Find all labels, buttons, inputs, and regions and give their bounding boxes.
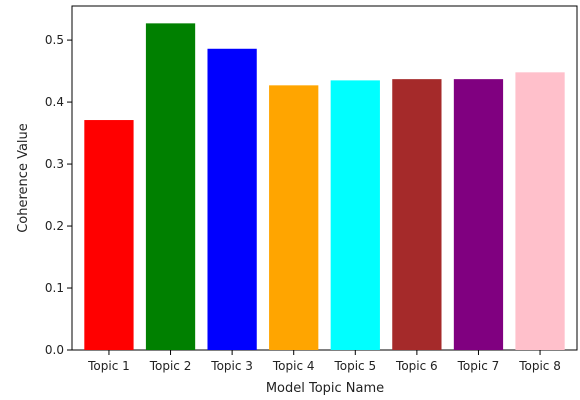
x-tick-label: Topic 1: [87, 359, 130, 373]
y-tick-label: 0.1: [45, 281, 64, 295]
bar-topic-6: [392, 79, 442, 351]
x-tick-label: Topic 6: [395, 359, 438, 373]
bar-topic-4: [269, 85, 319, 350]
bar-topic-1: [84, 120, 134, 350]
y-tick-label: 0.2: [45, 219, 64, 233]
bar-topic-2: [145, 23, 196, 351]
x-tick-label: Topic 3: [210, 359, 253, 373]
bar-topic-7: [453, 79, 504, 351]
x-tick-label: Topic 8: [518, 359, 561, 373]
x-axis: Topic 1 Topic 2 Topic 3 Topic 4 Topic 5 Topic…: [87, 350, 561, 373]
x-tick-label: Topic 2: [149, 359, 192, 373]
bar-topic-5: [330, 80, 380, 350]
y-axis: 0.0 0.1 0.2 0.3 0.4 0.5: [45, 33, 72, 357]
bar-topic-3: [207, 48, 257, 350]
x-axis-label: Model Topic Name: [266, 381, 384, 396]
bars-group: [84, 23, 565, 351]
bar-topic-8: [515, 72, 565, 350]
x-tick-label: Topic 5: [333, 359, 376, 373]
y-axis-label: Coherence Value: [16, 123, 31, 233]
y-tick-label: 0.4: [45, 95, 64, 109]
plot-area-frame: [71, 5, 578, 351]
y-tick-label: 0.0: [45, 343, 64, 357]
x-tick-label: Topic 7: [457, 359, 500, 373]
y-tick-label: 0.3: [45, 157, 64, 171]
x-tick-label: Topic 4: [272, 359, 315, 373]
y-tick-label: 0.5: [45, 33, 64, 47]
